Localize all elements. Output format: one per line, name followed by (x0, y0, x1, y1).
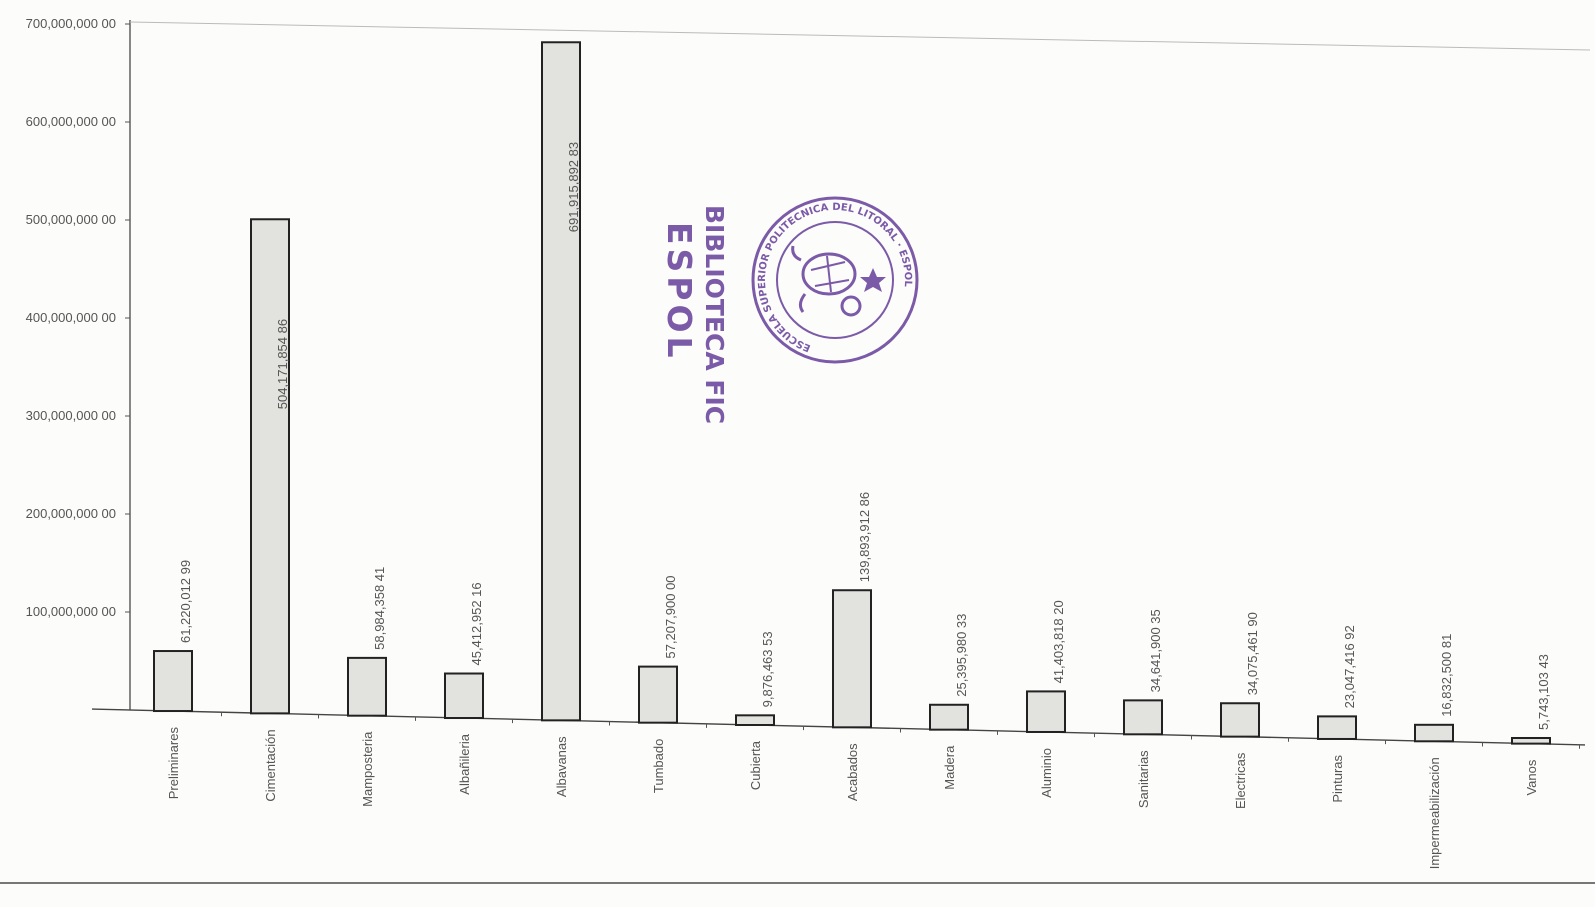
category-label: Acabados (845, 743, 860, 801)
category-label: Cubierta (748, 740, 763, 790)
bar (929, 703, 969, 731)
star-icon (860, 268, 886, 292)
value-label: 691,915,892 83 (566, 142, 581, 232)
value-label: 34,075,461 90 (1245, 612, 1260, 695)
value-label: 23,047,416 92 (1342, 625, 1357, 708)
bar (1317, 715, 1357, 740)
bars (153, 41, 1551, 745)
category-label: Pinturas (1330, 754, 1345, 802)
value-label: 57,207,900 00 (663, 575, 678, 658)
y-tick-label: 700,000,000 00 (26, 16, 116, 31)
value-label: 5,743,103 43 (1536, 654, 1551, 730)
category-label: Electricas (1233, 752, 1248, 809)
bar (1511, 736, 1551, 745)
tortoise-shell-icon (801, 252, 857, 296)
value-label: 9,876,463 53 (760, 631, 775, 707)
seal-inner-ring (776, 221, 894, 339)
y-tick-label: 600,000,000 00 (26, 114, 116, 129)
bar (832, 589, 872, 729)
plot-top-border (129, 21, 1591, 51)
stamp-espol-text: ESPOL (660, 222, 699, 362)
category-label: Vanos (1524, 759, 1539, 795)
bar (347, 656, 387, 717)
bar (638, 665, 678, 724)
category-label: Tumbado (651, 739, 666, 793)
category-label: Aluminio (1039, 748, 1054, 798)
bar (735, 714, 775, 726)
value-labels: 61,220,012 99 504,171,854 86 58,984,358 41… (178, 142, 1551, 730)
bar (1414, 723, 1454, 743)
tortoise-head-icon (840, 295, 862, 317)
seal-outer-ring (751, 196, 919, 364)
tortoise-pattern-icon (810, 255, 850, 293)
bar (444, 672, 484, 720)
y-ticks: 100,000,000 00 200,000,000 00 300,000,000 … (26, 16, 130, 619)
y-tick-label: 400,000,000 00 (26, 310, 116, 325)
category-labels: Preliminares Cimentación Mamposteria Albañi… (166, 727, 1539, 870)
category-label: Preliminares (166, 727, 181, 800)
value-label: 16,832,500 81 (1439, 634, 1454, 717)
category-label: Albañileria (457, 733, 472, 794)
bar (250, 218, 290, 715)
y-tick-label: 500,000,000 00 (26, 212, 116, 227)
value-label: 25,395,980 33 (954, 614, 969, 697)
page-bottom-rule (0, 882, 1595, 884)
stamp-library-text: BIBLIOTECA FIC (700, 205, 729, 424)
category-label: Albavanas (554, 736, 569, 797)
bar (541, 41, 581, 722)
y-tick-label: 300,000,000 00 (26, 408, 116, 423)
category-label: Madera (942, 745, 957, 790)
bar (153, 650, 193, 713)
y-tick-label: 200,000,000 00 (26, 506, 116, 521)
value-label: 41,403,818 20 (1051, 600, 1066, 683)
bar (1220, 702, 1260, 738)
category-label: Mamposteria (360, 731, 375, 807)
value-label: 61,220,012 99 (178, 560, 193, 643)
seal-ring-text: ESCUELA SUPERIOR POLITECNICA DEL LITORAL… (735, 180, 933, 379)
seal-ring-textpath: ESCUELA SUPERIOR POLITECNICA DEL LITORAL… (735, 180, 933, 379)
value-label: 34,641,900 35 (1148, 609, 1163, 692)
value-label: 45,412,952 16 (469, 582, 484, 665)
value-label: 139,893,912 86 (857, 492, 872, 582)
bar (1026, 690, 1066, 733)
category-label: Impermeabilización (1427, 757, 1442, 869)
value-label: 504,171,854 86 (275, 319, 290, 409)
y-tick-label: 100,000,000 00 (26, 604, 116, 619)
category-label: Sanitarias (1136, 750, 1151, 808)
value-label: 58,984,358 41 (372, 567, 387, 650)
bar (1123, 699, 1163, 736)
tortoise-legs-icon (791, 245, 807, 313)
category-label: Cimentación (263, 729, 278, 801)
